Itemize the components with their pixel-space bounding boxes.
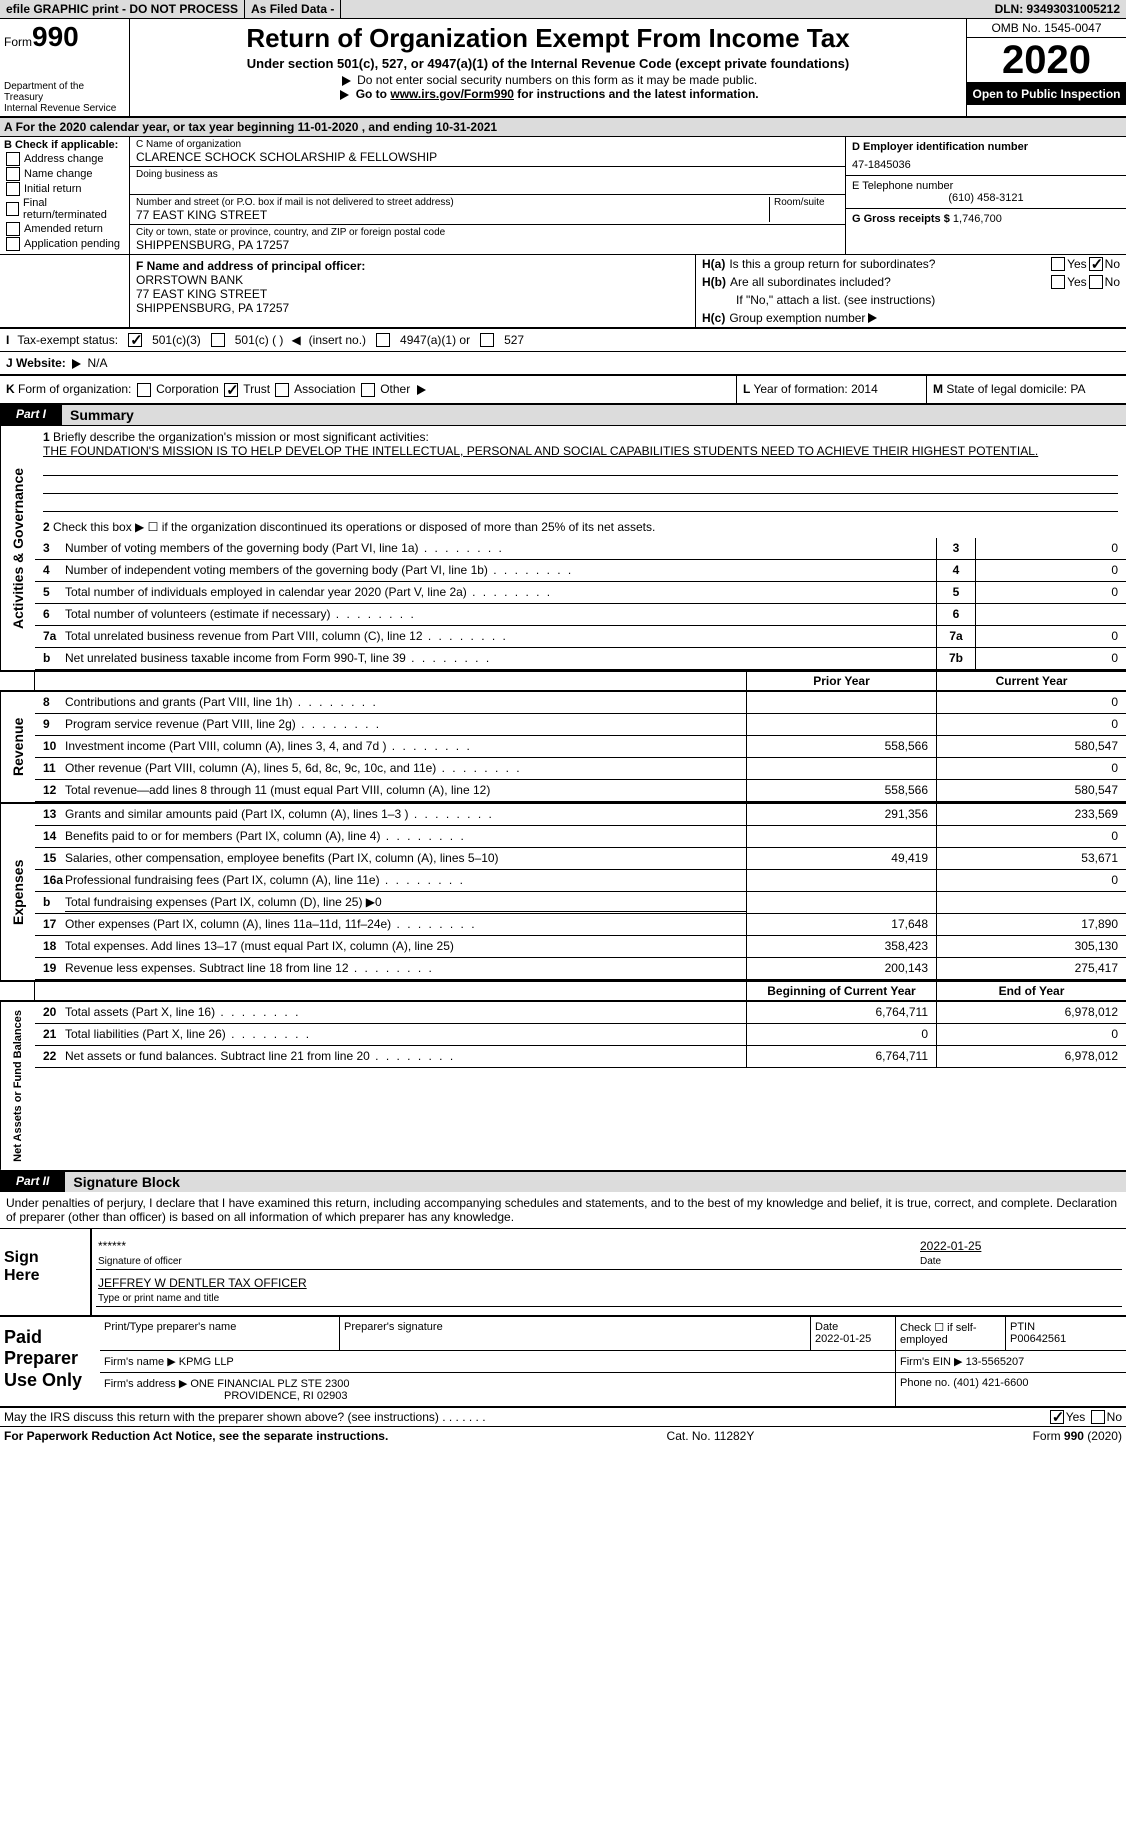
filed-note: As Filed Data - bbox=[245, 0, 341, 18]
paid-prep-label: Paid Preparer Use Only bbox=[0, 1317, 100, 1406]
activities-section: Activities & Governance 1 Briefly descri… bbox=[0, 425, 1126, 670]
col-d: D Employer identification number 47-1845… bbox=[846, 137, 1126, 254]
cat-no: Cat. No. 11282Y bbox=[667, 1429, 755, 1443]
hb-no[interactable] bbox=[1089, 275, 1103, 289]
part2-label: Part II bbox=[0, 1172, 65, 1192]
hb-yes[interactable] bbox=[1051, 275, 1065, 289]
sign-here-label: Sign Here bbox=[0, 1229, 80, 1315]
addr: 77 EAST KING STREET bbox=[136, 208, 769, 222]
begin-year-hdr: Beginning of Current Year bbox=[746, 982, 936, 1000]
vert-expenses: Expenses bbox=[0, 804, 35, 980]
part1-title: Summary bbox=[62, 405, 1126, 425]
discuss-row: May the IRS discuss this return with the… bbox=[0, 1408, 1126, 1428]
ha-no[interactable] bbox=[1089, 257, 1103, 271]
form-ref: Form 990 (2020) bbox=[1033, 1429, 1122, 1443]
title-box: Return of Organization Exempt From Incom… bbox=[130, 19, 966, 116]
dba-label: Doing business as bbox=[136, 169, 839, 180]
declaration: Under penalties of perjury, I declare th… bbox=[0, 1192, 1126, 1229]
officer-addr1: 77 EAST KING STREET bbox=[136, 287, 689, 301]
end-year-hdr: End of Year bbox=[936, 982, 1126, 1000]
netassets-section: Net Assets or Fund Balances 20Total asse… bbox=[0, 1001, 1126, 1172]
ein-label: D Employer identification number bbox=[852, 141, 1120, 153]
omb: OMB No. 1545-0047 bbox=[967, 19, 1126, 38]
ein: 47-1845036 bbox=[852, 159, 1120, 171]
org-name: CLARENCE SCHOCK SCHOLARSHIP & FELLOWSHIP bbox=[136, 150, 839, 164]
top-bar: efile GRAPHIC print - DO NOT PROCESS As … bbox=[0, 0, 1126, 19]
vert-netassets: Net Assets or Fund Balances bbox=[0, 1002, 35, 1170]
arrow-icon bbox=[868, 313, 877, 323]
paperwork: For Paperwork Reduction Act Notice, see … bbox=[4, 1429, 388, 1443]
part2-header: Part II Signature Block bbox=[0, 1172, 1126, 1192]
discuss-no[interactable] bbox=[1091, 1410, 1105, 1424]
addr-label: Number and street (or P.O. box if mail i… bbox=[136, 197, 769, 208]
arrow-icon bbox=[72, 359, 81, 369]
dept: Department of the Treasury Internal Reve… bbox=[4, 81, 125, 114]
4947-check[interactable] bbox=[376, 333, 390, 347]
form-title: Return of Organization Exempt From Incom… bbox=[138, 23, 958, 54]
amended-return-check[interactable] bbox=[6, 222, 20, 236]
org-name-label: C Name of organization bbox=[136, 139, 839, 150]
officer-addr2: SHIPPENSBURG, PA 17257 bbox=[136, 301, 689, 315]
current-year-hdr: Current Year bbox=[936, 672, 1126, 690]
officer-label: F Name and address of principal officer: bbox=[136, 259, 689, 273]
mission-text: THE FOUNDATION'S MISSION IS TO HELP DEVE… bbox=[43, 444, 1118, 458]
arrow-icon bbox=[417, 385, 426, 395]
part1-header: Part I Summary bbox=[0, 405, 1126, 425]
arrow-icon bbox=[340, 90, 349, 100]
tel: (610) 458-3121 bbox=[852, 192, 1120, 204]
prior-year-hdr: Prior Year bbox=[746, 672, 936, 690]
name-change-check[interactable] bbox=[6, 167, 20, 181]
tel-label: E Telephone number bbox=[852, 180, 1120, 192]
officer-name-title: JEFFREY W DENTLER TAX OFFICER bbox=[98, 1276, 307, 1290]
city: SHIPPENSBURG, PA 17257 bbox=[136, 238, 839, 252]
f-h-row: F Name and address of principal officer:… bbox=[0, 255, 1126, 328]
part2-title: Signature Block bbox=[65, 1172, 1126, 1192]
j-website-row: J Website: N/A bbox=[0, 352, 1126, 376]
527-check[interactable] bbox=[480, 333, 494, 347]
addr-change-check[interactable] bbox=[6, 152, 20, 166]
city-label: City or town, state or province, country… bbox=[136, 227, 839, 238]
corp-check[interactable] bbox=[137, 383, 151, 397]
501c3-check[interactable] bbox=[128, 333, 142, 347]
form-header: Form990 Department of the Treasury Inter… bbox=[0, 19, 1126, 118]
final-return-check[interactable] bbox=[6, 202, 19, 216]
calendar-year-line: A For the 2020 calendar year, or tax yea… bbox=[0, 118, 1126, 137]
col-c: C Name of organization CLARENCE SCHOCK S… bbox=[130, 137, 846, 254]
vert-governance: Activities & Governance bbox=[0, 426, 35, 670]
year-box: OMB No. 1545-0047 2020 Open to Public In… bbox=[966, 19, 1126, 116]
discuss-yes[interactable] bbox=[1050, 1410, 1064, 1424]
signature-block: Under penalties of perjury, I declare th… bbox=[0, 1192, 1126, 1408]
room-label: Room/suite bbox=[774, 197, 839, 208]
ha-yes[interactable] bbox=[1051, 257, 1065, 271]
initial-return-check[interactable] bbox=[6, 182, 20, 196]
part1-label: Part I bbox=[0, 405, 62, 425]
tax-year: 2020 bbox=[967, 38, 1126, 83]
form-num: 990 bbox=[32, 21, 79, 52]
revenue-section: Revenue 8Contributions and grants (Part … bbox=[0, 691, 1126, 802]
form-subtitle: Under section 501(c), 527, or 4947(a)(1)… bbox=[138, 56, 958, 71]
form-prefix: Form bbox=[4, 35, 32, 49]
col-b: B Check if applicable: Address change Na… bbox=[0, 137, 130, 254]
officer-name: ORRSTOWN BANK bbox=[136, 273, 689, 287]
assoc-check[interactable] bbox=[275, 383, 289, 397]
k-l-m-row: K Form of organization: Corporation Trus… bbox=[0, 376, 1126, 405]
efile-note: efile GRAPHIC print - DO NOT PROCESS bbox=[0, 0, 245, 18]
open-public: Open to Public Inspection bbox=[967, 83, 1126, 105]
gross: 1,746,700 bbox=[953, 213, 1002, 225]
ssn-warning: Do not enter social security numbers on … bbox=[357, 73, 757, 87]
goto-link[interactable]: Go to www.irs.gov/Form990 for instructio… bbox=[356, 87, 759, 101]
tax-status-row: I Tax-exempt status: 501(c)(3) 501(c) ( … bbox=[0, 328, 1126, 352]
arrow-icon bbox=[342, 76, 351, 86]
app-pending-check[interactable] bbox=[6, 237, 20, 251]
other-check[interactable] bbox=[361, 383, 375, 397]
footer: For Paperwork Reduction Act Notice, see … bbox=[0, 1427, 1126, 1445]
dln: DLN: 93493031005212 bbox=[989, 0, 1126, 18]
vert-revenue: Revenue bbox=[0, 692, 35, 802]
expenses-section: Expenses 13Grants and similar amounts pa… bbox=[0, 802, 1126, 980]
form-number-box: Form990 Department of the Treasury Inter… bbox=[0, 19, 130, 116]
gross-label: G Gross receipts $ bbox=[852, 213, 950, 225]
501c-check[interactable] bbox=[211, 333, 225, 347]
trust-check[interactable] bbox=[224, 383, 238, 397]
entity-section: B Check if applicable: Address change Na… bbox=[0, 137, 1126, 255]
